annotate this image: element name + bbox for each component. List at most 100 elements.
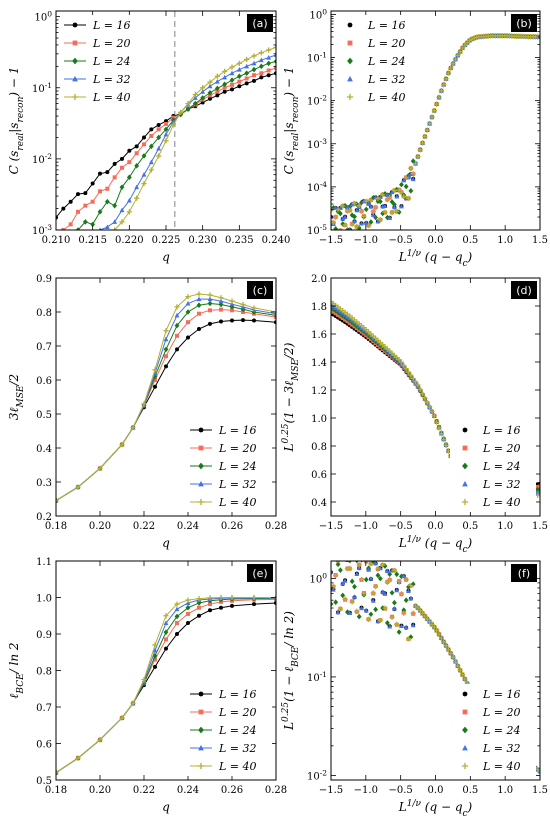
data-point — [343, 552, 348, 558]
data-point — [377, 198, 383, 205]
panel-tag: (b) — [516, 17, 532, 30]
data-point — [373, 606, 379, 613]
y-tick-label: 0.6 — [36, 376, 52, 387]
data-point — [363, 206, 369, 213]
data-point — [375, 572, 381, 579]
data-point — [361, 590, 367, 597]
y-tick-label: 10-4 — [307, 179, 327, 194]
panel-tag: (d) — [516, 284, 532, 297]
data-point — [375, 198, 381, 205]
legend: L = 16 L = 20 L = 24 L = 32 L = 40 — [335, 15, 421, 107]
data-point — [119, 442, 125, 448]
data-point — [126, 197, 132, 203]
data-point — [236, 60, 242, 67]
data-point — [219, 319, 223, 324]
x-tick-label: 0.5 — [462, 785, 478, 796]
data-point — [384, 620, 390, 626]
data-point — [394, 621, 400, 627]
plot-area — [56, 11, 276, 230]
x-tick-label: 0.24 — [177, 521, 199, 532]
data-point — [373, 561, 379, 566]
data-point — [230, 87, 234, 92]
data-point — [368, 219, 374, 225]
data-point — [459, 672, 466, 678]
legend-label: L = 20 — [92, 37, 131, 50]
legend-marker — [461, 762, 469, 770]
data-point — [419, 610, 426, 616]
x-tick-label: 0.26 — [221, 785, 243, 796]
data-point — [436, 631, 442, 637]
x-axis-label: L1/ν (q − qc) — [398, 799, 473, 819]
data-point — [266, 60, 272, 67]
y-axis-label: L0.25(1 − ℓBCE/ ln 2) — [281, 611, 301, 731]
data-point — [185, 294, 191, 300]
data-point — [174, 606, 180, 612]
data-point — [352, 321, 357, 328]
legend: L = 16 L = 20 L = 24 L = 32 L = 40 — [60, 15, 146, 107]
data-point — [208, 96, 212, 101]
data-point — [185, 106, 191, 112]
data-point — [237, 84, 242, 89]
data-point — [222, 81, 228, 88]
data-point — [452, 56, 459, 62]
legend-label: L = 32 — [367, 73, 406, 86]
y-tick-label: 1.4 — [311, 358, 327, 369]
data-point — [438, 431, 444, 437]
data-point — [335, 609, 341, 615]
x-tick-label: 1.5 — [532, 785, 548, 796]
panel-tag: (c) — [253, 284, 268, 297]
data-point — [252, 73, 256, 78]
data-point — [443, 643, 449, 649]
data-point — [98, 189, 102, 194]
data-point — [354, 561, 359, 564]
data-point — [112, 175, 117, 180]
data-point — [174, 304, 180, 310]
data-point — [192, 95, 198, 100]
data-point — [126, 209, 132, 215]
y-tick-label: 2.0 — [311, 274, 327, 285]
data-point — [185, 309, 191, 315]
data-point — [392, 599, 397, 606]
data-point — [251, 66, 257, 73]
data-point — [252, 318, 256, 323]
data-point — [196, 302, 202, 308]
legend-marker — [198, 709, 204, 715]
data-point — [196, 595, 202, 602]
legend-label: L = 20 — [482, 706, 521, 719]
data-point — [333, 599, 339, 606]
data-point — [450, 61, 456, 67]
data-point — [380, 192, 386, 198]
data-point — [236, 66, 242, 72]
data-point — [174, 613, 180, 620]
data-point — [363, 607, 369, 613]
y-tick-label: 10-1 — [307, 50, 327, 65]
data-point — [333, 214, 339, 220]
data-point — [358, 208, 365, 214]
legend-marker — [462, 480, 468, 487]
legend-label: L = 24 — [367, 55, 406, 68]
data-point — [219, 605, 223, 610]
data-point — [175, 347, 179, 352]
data-point — [455, 663, 461, 669]
data-point — [185, 600, 191, 605]
data-point — [156, 122, 161, 127]
data-point — [380, 589, 386, 594]
data-point — [186, 335, 190, 340]
data-point — [403, 576, 409, 583]
data-point — [329, 553, 333, 557]
data-point — [163, 328, 169, 334]
y-tick-label: 10-3 — [307, 136, 327, 151]
y-tick-label: 1.0 — [311, 414, 327, 425]
data-point — [399, 181, 404, 188]
data-point — [76, 192, 80, 197]
data-point — [222, 68, 228, 74]
data-point — [356, 202, 362, 209]
x-tick-label: 0.28 — [265, 785, 287, 796]
data-point — [207, 300, 213, 307]
data-point — [149, 133, 154, 138]
data-point — [229, 77, 235, 83]
data-point — [403, 174, 409, 181]
data-point — [266, 55, 272, 60]
legend-marker — [462, 726, 468, 734]
y-axis-label: ℓBCE/ ln 2 — [7, 642, 26, 698]
